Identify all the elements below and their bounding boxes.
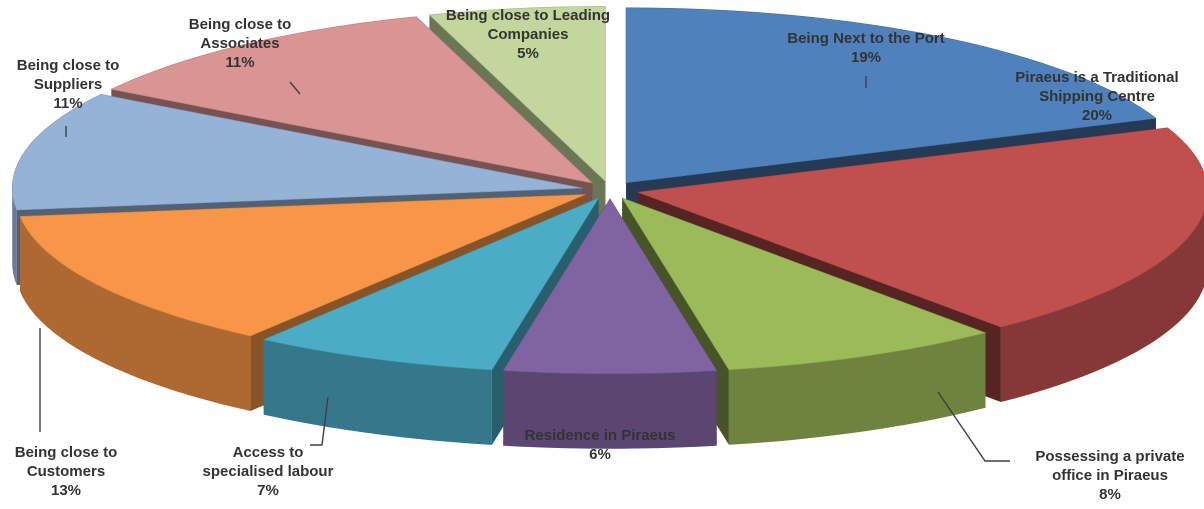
slice-label-line-5-0: Being close to [15,444,118,461]
slice-label-line-3-0: Residence in Piraeus [525,427,676,444]
slice-label-line-0-0: Being Next to the Port [787,30,945,47]
slice-label-line-0-1: 19% [851,49,881,66]
slice-label-line-3-1: 6% [589,446,611,463]
slice-label-line-1-0: Piraeus is a Traditional [1015,69,1178,86]
slice-label-line-7-0: Being close to [189,16,292,33]
slice-top-3 [502,198,718,374]
slice-label-line-6-0: Being close to [17,57,120,74]
slice-label-line-8-0: Being close to Leading [446,7,610,24]
slice-label-line-8-1: Companies [488,26,569,43]
slice-label-8: Being close to Leading Companies 5% [446,7,610,62]
leader-lines [39,76,1010,462]
slice-label-line-4-0: Access to [233,444,304,461]
slice-label-line-6-1: Suppliers [34,76,102,93]
slice-top-8 [428,6,606,183]
slice-top-6 [11,93,583,211]
slice-label-3: Residence in Piraeus 6% [525,427,676,463]
slice-label-line-7-1: Associates [200,35,279,52]
leader-line-2 [937,391,1010,462]
slice-top-4 [262,197,600,371]
slice-labels: Being Next to the Port 19% Piraeus is a Tr… [15,7,1185,503]
slice-rim-2-0 [728,332,986,445]
slice-top-1 [637,127,1204,328]
pie-slices [11,6,1204,449]
slice-top-2 [621,197,987,371]
slice-label-line-7-2: 11% [225,54,254,71]
slice-label-line-4-2: 7% [257,482,279,499]
slice-rim-5-0 [20,216,251,411]
slice-rim-1-0 [1000,211,1204,402]
slice-label-2: Possessing a private office in Piraeus 8% [1035,448,1184,503]
slice-rim-3-0 [503,370,717,449]
slice-top-0 [625,7,1157,184]
slice-label-line-6-2: 11% [53,95,82,112]
slice-label-line-4-1: specialised labour [203,463,334,480]
leader-line-4 [310,396,329,446]
slice-label-6: Being close to Suppliers 11% [17,57,120,112]
slice-rim-4-0 [263,339,492,445]
slice-label-line-2-0: Possessing a private [1035,448,1184,465]
slice-label-line-2-2: 8% [1099,486,1121,503]
slice-top-7 [110,16,594,184]
slice-label-line-5-1: Customers [27,463,105,480]
slice-label-line-8-2: 5% [517,45,539,62]
slice-label-1: Piraeus is a Traditional Shipping Centre 2… [1015,69,1178,124]
slice-label-line-2-1: office in Piraeus [1052,467,1168,484]
pie-slice-3 [502,198,718,449]
slice-label-4: Access to specialised labour 7% [203,444,334,499]
leader-line-7 [289,81,301,95]
slice-top-5 [19,194,586,337]
slice-label-line-1-2: 20% [1082,107,1112,124]
slice-label-5: Being close to Customers 13% [15,444,118,499]
slice-label-line-1-1: Shipping Centre [1039,88,1155,105]
slice-label-line-5-2: 13% [51,482,81,499]
slice-label-7: Being close to Associates 11% [189,16,292,71]
slice-rim-6-0 [12,188,17,285]
slice-label-0: Being Next to the Port 19% [787,30,945,66]
